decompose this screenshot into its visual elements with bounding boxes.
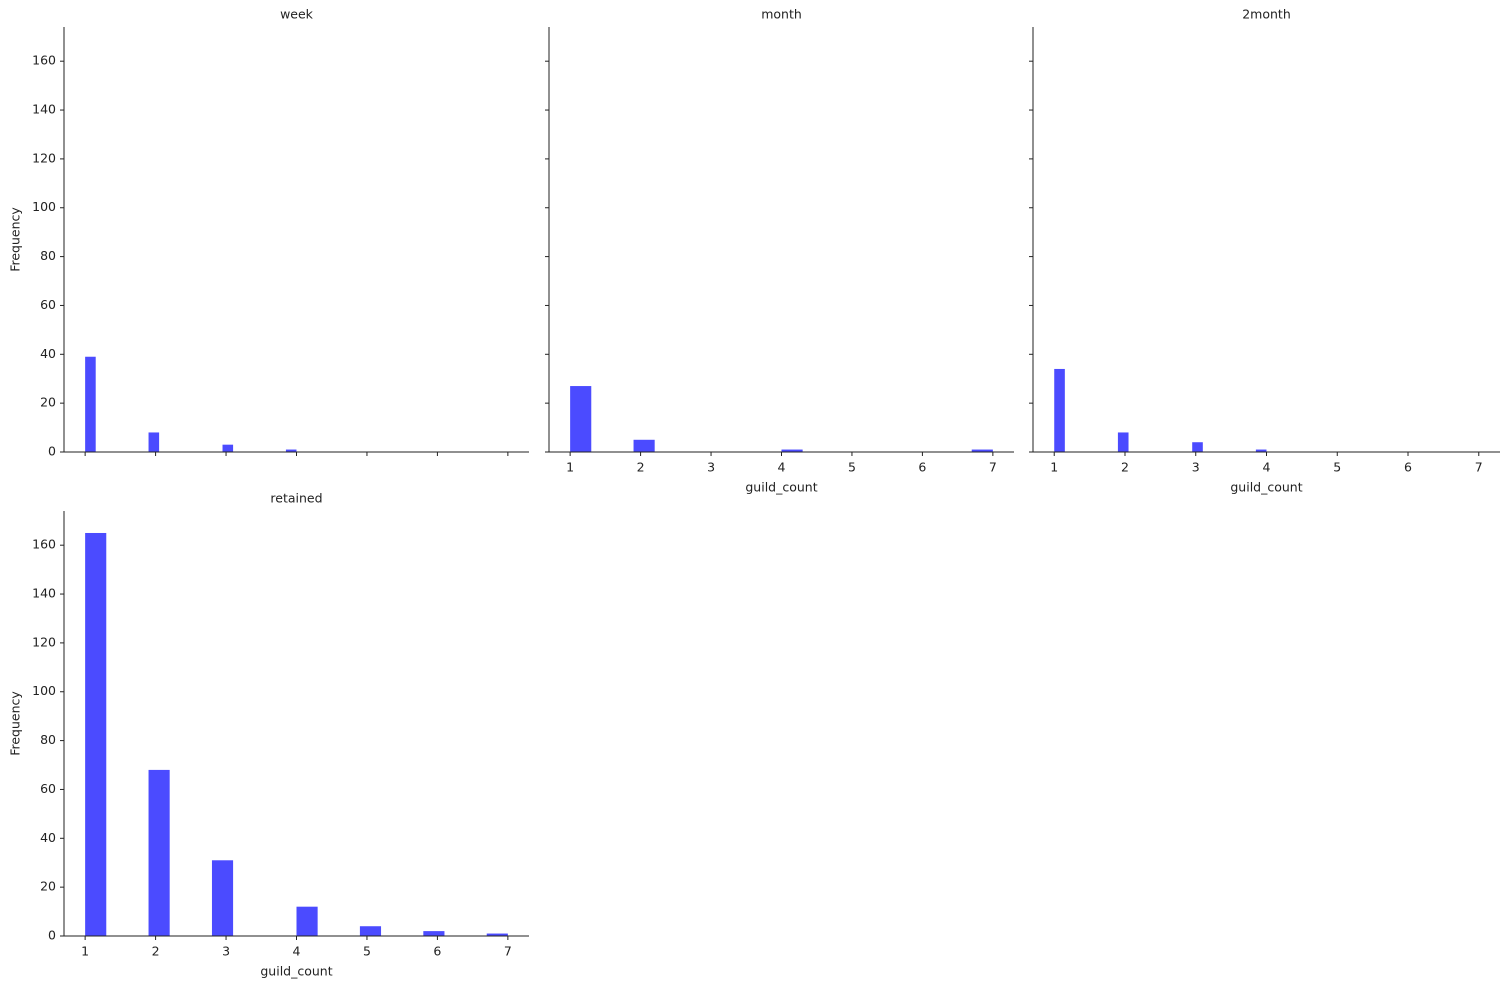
bar [148,432,160,452]
x-tick-label: 2 [152,944,160,959]
x-axis-label: guild_count [745,480,817,495]
panel-title: month [761,7,802,22]
y-tick-label: 80 [40,248,56,263]
panel-title: 2month [1242,7,1291,22]
panel-title: week [280,7,314,22]
y-tick-label: 60 [40,781,56,796]
y-tick-label: 100 [32,683,56,698]
bar [971,449,993,452]
panel-title: retained [270,491,322,506]
x-tick-label: 6 [1404,460,1412,475]
x-tick-label: 5 [848,460,856,475]
y-tick-label: 120 [32,150,56,165]
y-tick-label: 40 [40,830,56,845]
x-tick-label: 4 [293,944,301,959]
bar [285,449,297,452]
y-tick-label: 40 [40,346,56,361]
bar [148,769,170,936]
x-tick-label: 1 [1050,460,1058,475]
y-tick-label: 100 [32,199,56,214]
bar [781,449,803,452]
x-tick-label: 7 [989,460,997,475]
y-tick-label: 80 [40,732,56,747]
y-tick-label: 20 [40,395,56,410]
y-tick-label: 60 [40,297,56,312]
bar [85,532,107,936]
x-axis-label: guild_count [260,964,332,979]
x-tick-label: 7 [1475,460,1483,475]
bar [296,906,318,936]
y-tick-label: 140 [32,586,56,601]
x-tick-label: 5 [1333,460,1341,475]
x-tick-label: 2 [637,460,645,475]
x-tick-label: 4 [778,460,786,475]
bar [1255,449,1267,452]
y-tick-label: 120 [32,634,56,649]
y-axis-label: Frequency [8,691,23,756]
bar [633,439,655,452]
bar [222,444,234,452]
x-tick-label: 3 [1192,460,1200,475]
x-tick-label: 4 [1263,460,1271,475]
bar [1054,368,1065,452]
y-tick-label: 0 [48,444,56,459]
x-tick-label: 1 [566,460,574,475]
bar [359,926,382,936]
y-tick-label: 20 [40,879,56,894]
bar [423,931,445,936]
bar [570,386,592,452]
x-tick-label: 6 [433,944,441,959]
x-tick-label: 3 [707,460,715,475]
y-tick-label: 140 [32,102,56,117]
x-tick-label: 7 [504,944,512,959]
x-tick-label: 3 [222,944,230,959]
x-axis-label: guild_count [1230,480,1302,495]
y-tick-label: 0 [48,928,56,943]
y-tick-label: 160 [32,537,56,552]
bar [1192,442,1203,452]
x-tick-label: 5 [363,944,371,959]
bar [486,933,508,936]
x-tick-label: 1 [81,944,89,959]
bar [85,356,96,452]
y-tick-label: 160 [32,53,56,68]
bar [1117,432,1129,452]
bar [211,860,234,936]
y-axis-label: Frequency [8,207,23,272]
x-tick-label: 6 [918,460,926,475]
x-tick-label: 2 [1121,460,1129,475]
